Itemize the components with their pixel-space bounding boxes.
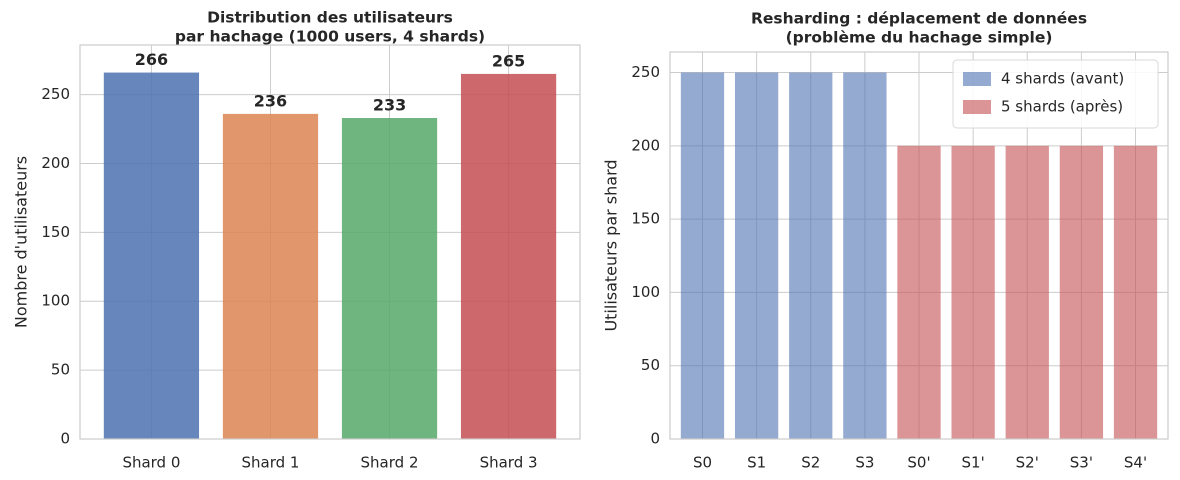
- y-tick-label: 100: [631, 283, 660, 301]
- y-tick-label: 200: [41, 154, 70, 172]
- bar: [1059, 145, 1104, 439]
- legend-label: 4 shards (avant): [1001, 70, 1124, 88]
- legend-swatch: [963, 100, 991, 114]
- x-tick-label: S0: [693, 454, 712, 472]
- chart-title: par hachage (1000 users, 4 shards): [175, 28, 485, 46]
- legend-box: [952, 59, 1159, 129]
- bar: [1005, 145, 1049, 439]
- bar: [789, 72, 833, 439]
- value-label: 236: [254, 91, 287, 110]
- x-tick-label: S2': [1016, 454, 1039, 472]
- y-tick-label: 50: [641, 356, 660, 374]
- y-tick-label: 0: [60, 430, 70, 448]
- bar: [734, 72, 779, 439]
- x-tick-label: Shard 1: [241, 454, 299, 472]
- plot-frame: [79, 44, 581, 440]
- y-tick-label: 200: [631, 136, 660, 154]
- legend-swatch: [963, 72, 991, 86]
- x-tick-label: Shard 0: [122, 454, 180, 472]
- value-label: 265: [492, 51, 525, 70]
- x-tick-label: S1: [747, 454, 766, 472]
- x-tick-label: Shard 3: [480, 454, 538, 472]
- y-tick-label: 150: [631, 210, 660, 228]
- y-tick-label: 100: [41, 292, 70, 310]
- y-tick-label: 250: [631, 63, 660, 81]
- y-tick-label: 150: [41, 223, 70, 241]
- chart-title: (problème du hachage simple): [786, 29, 1053, 47]
- bar: [460, 73, 557, 440]
- value-label: 233: [373, 96, 406, 115]
- bar: [680, 72, 725, 439]
- legend-label: 5 shards (après): [1001, 98, 1123, 116]
- x-tick-label: S2: [801, 454, 820, 472]
- plot-frame: [669, 51, 1169, 440]
- bar: [897, 145, 941, 439]
- chart-title: Distribution des utilisateurs: [207, 9, 453, 27]
- y-axis-label: Utilisateurs par shard: [602, 159, 621, 331]
- bar: [843, 72, 887, 439]
- value-label: 266: [135, 50, 168, 69]
- y-tick-label: 50: [51, 361, 70, 379]
- x-tick-label: S0': [907, 454, 930, 472]
- bar: [222, 113, 319, 440]
- y-tick-label: 0: [650, 430, 660, 448]
- bar: [951, 145, 995, 439]
- x-tick-label: S4': [1124, 454, 1147, 472]
- x-tick-label: Shard 2: [361, 454, 419, 472]
- y-tick-label: 250: [41, 85, 70, 103]
- y-axis-label: Nombre d'utilisateurs: [12, 156, 31, 328]
- bar: [1113, 145, 1158, 439]
- x-tick-label: S1': [962, 454, 985, 472]
- bar: [103, 72, 200, 440]
- chart-title: Resharding : déplacement de données: [751, 10, 1087, 28]
- bar: [341, 118, 438, 440]
- x-tick-label: S3: [855, 454, 874, 472]
- x-tick-label: S3': [1070, 454, 1093, 472]
